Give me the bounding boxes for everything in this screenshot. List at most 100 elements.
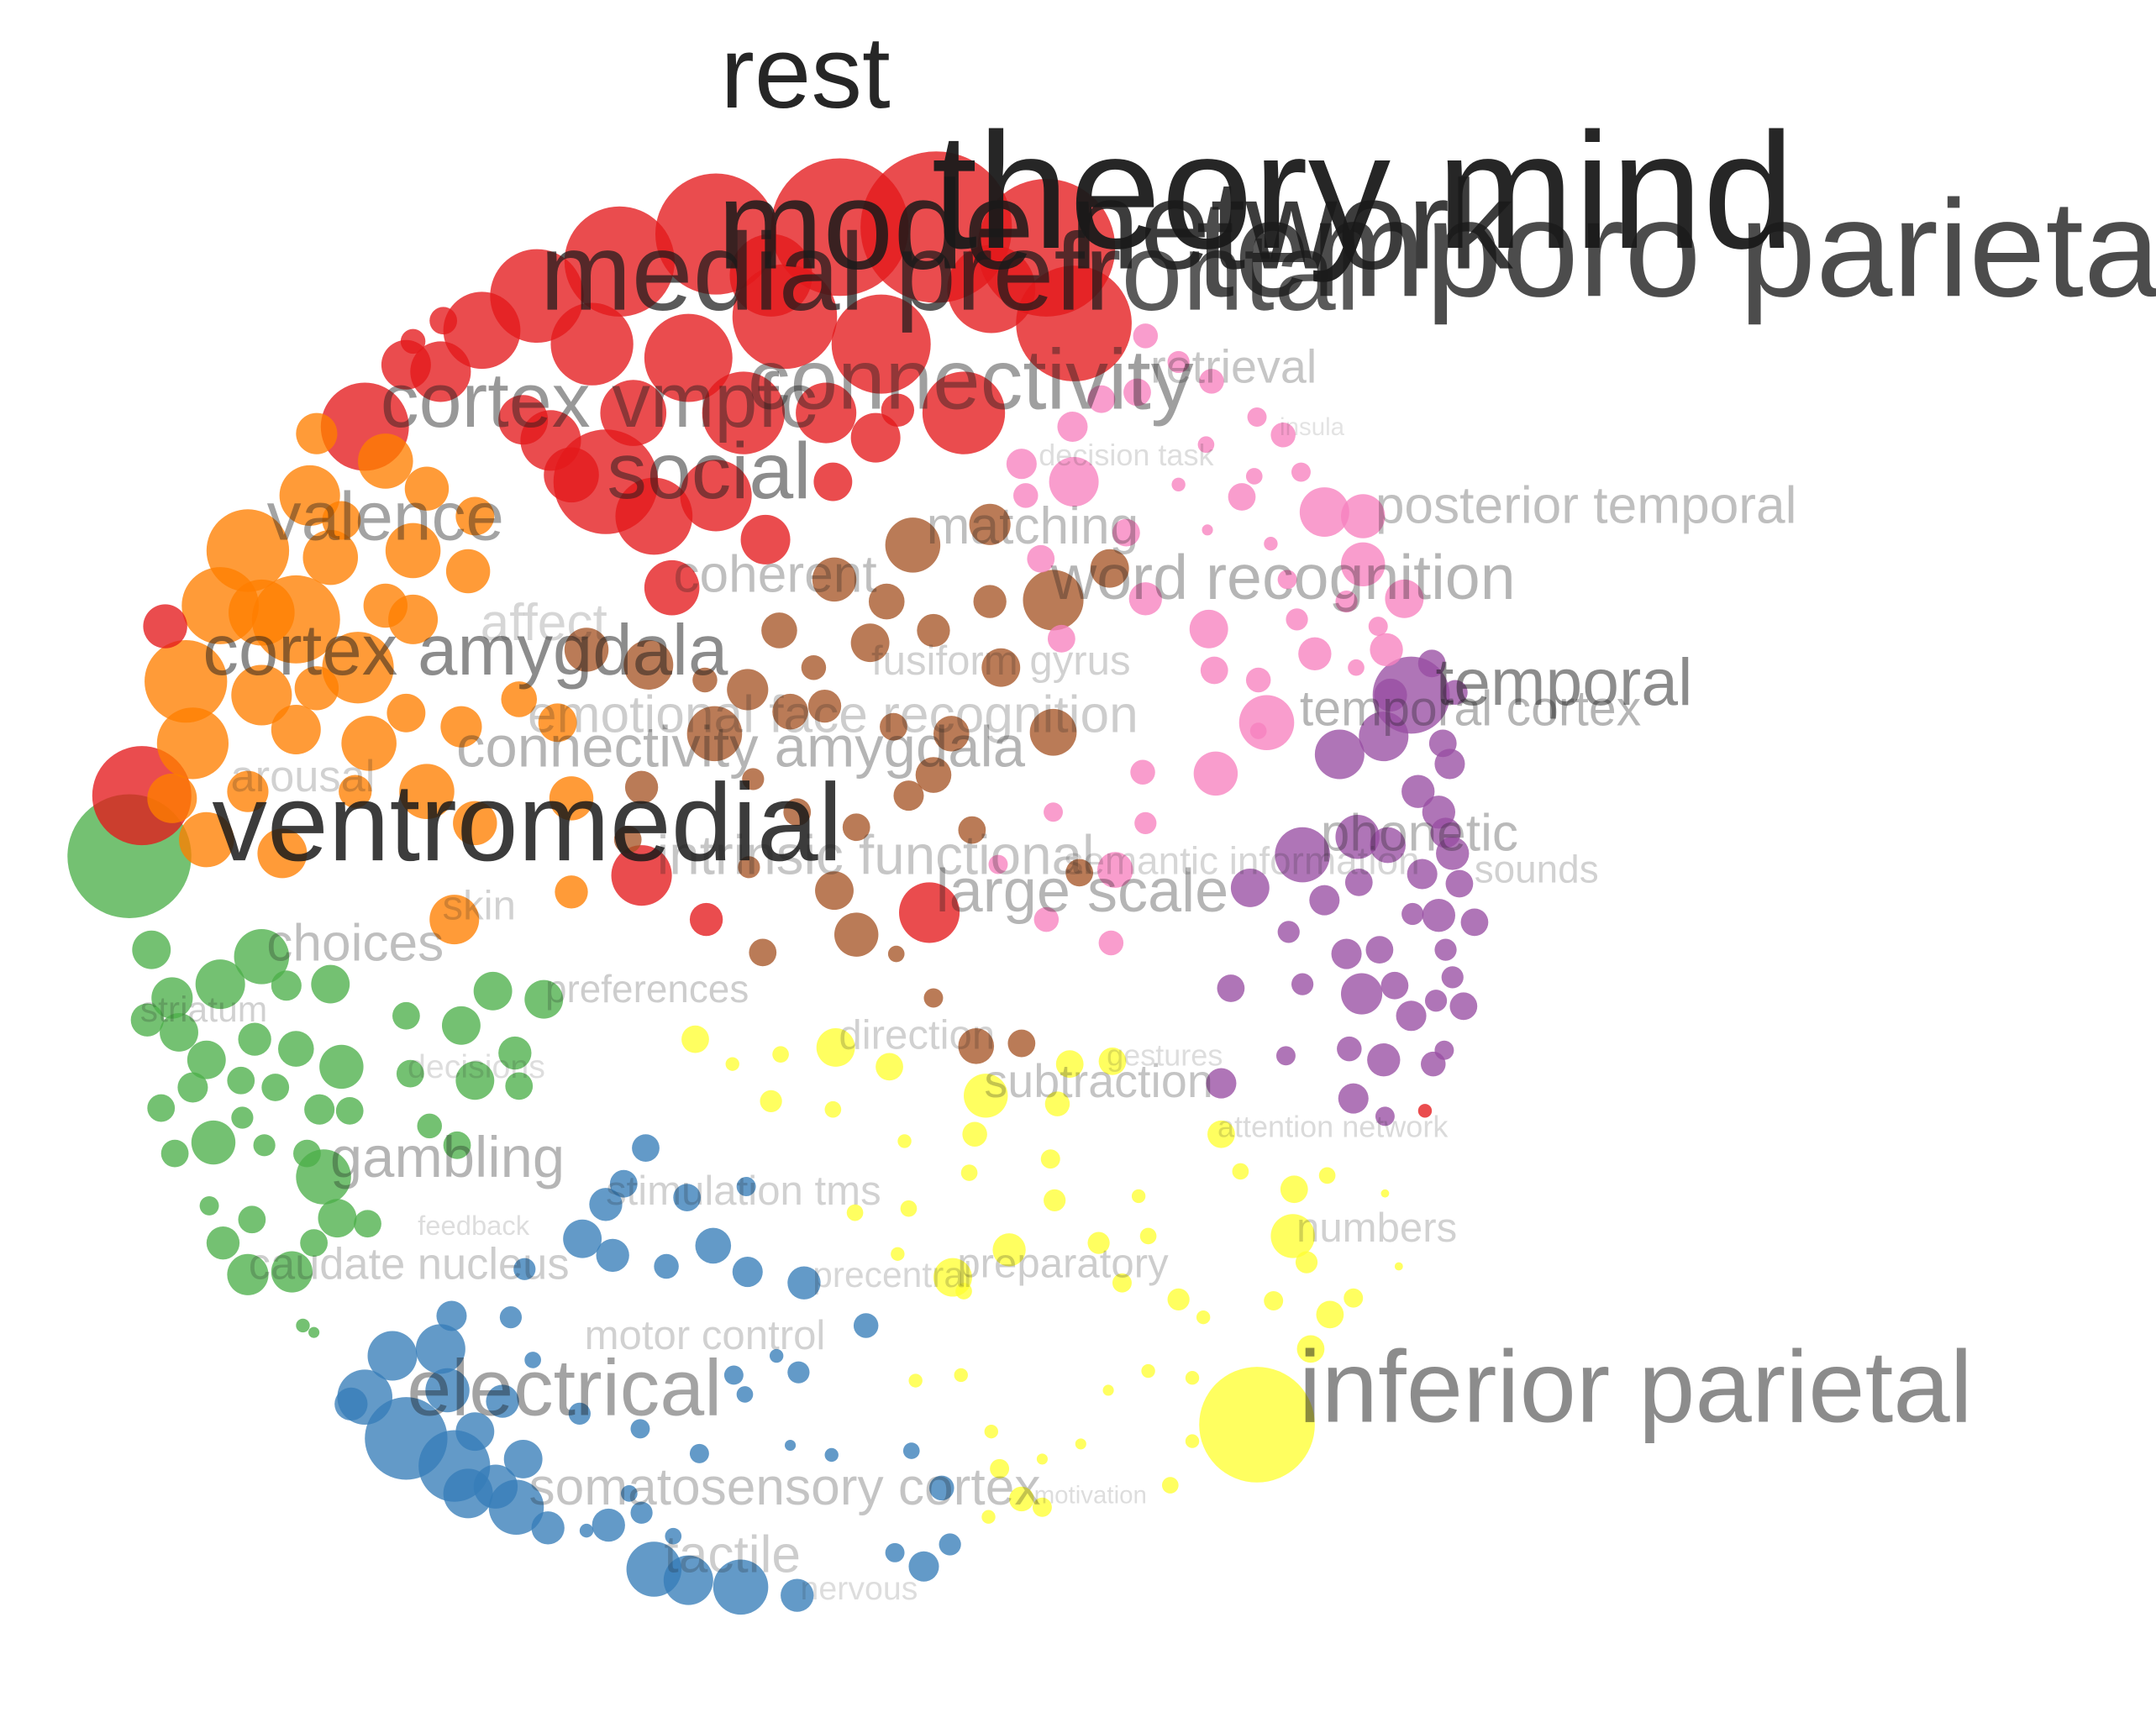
bubble-yellow xyxy=(1296,1335,1325,1363)
bubble-pink xyxy=(1335,590,1358,613)
bubble-orange xyxy=(302,529,359,586)
bubble-purple xyxy=(1430,817,1461,848)
bubble-pink xyxy=(1006,449,1037,480)
bubble-pink xyxy=(1200,656,1228,685)
bubble-blue xyxy=(781,1578,814,1612)
bubble-green xyxy=(455,1061,495,1100)
bubble-brown xyxy=(887,945,905,963)
bubble-blue xyxy=(568,1402,591,1425)
term-label: preferences xyxy=(545,967,749,1011)
bubble-red xyxy=(947,244,1036,333)
bubble-blue xyxy=(334,1387,368,1421)
term-label: skin xyxy=(443,884,516,929)
bubble-green xyxy=(311,964,350,1004)
bubble-green xyxy=(417,1113,442,1139)
bubble-red xyxy=(729,234,812,317)
bubble-blue xyxy=(665,1527,682,1545)
bubble-brown xyxy=(1090,549,1129,588)
bubble-orange xyxy=(257,828,308,879)
bubble-purple xyxy=(1309,885,1340,916)
bubble-blue xyxy=(824,1447,839,1463)
bubble-green xyxy=(227,1066,255,1095)
term-label: precentral xyxy=(812,1255,971,1295)
bubble-pink xyxy=(1264,537,1278,551)
bubble-pink xyxy=(1013,483,1039,508)
bubble-green xyxy=(151,977,193,1019)
bubble-green xyxy=(160,1013,198,1052)
bubble-green xyxy=(231,1106,254,1129)
bubble-yellow xyxy=(954,1368,968,1383)
bubble-brown xyxy=(812,557,857,602)
bubble-green xyxy=(396,1059,424,1088)
bubble-yellow xyxy=(990,1458,1010,1478)
bubble-blue xyxy=(787,1266,821,1300)
term-label: electrical xyxy=(407,1343,722,1432)
bubble-pink xyxy=(1247,407,1267,427)
bubble-yellow xyxy=(891,1247,905,1261)
bubble-pink xyxy=(1348,659,1365,676)
bubble-brown xyxy=(761,612,797,649)
bubble-brown xyxy=(801,654,827,680)
bubble-pink xyxy=(1249,722,1267,739)
bubble-yellow xyxy=(1344,1288,1364,1308)
bubble-green xyxy=(191,1120,236,1165)
bubble-yellow xyxy=(1280,1175,1308,1204)
bubble-yellow xyxy=(981,1510,996,1524)
bubble-yellow xyxy=(725,1057,739,1071)
bubble-purple xyxy=(1291,973,1314,995)
bubble-red xyxy=(498,395,549,445)
term-label: decisions xyxy=(408,1048,545,1085)
bubble-blue xyxy=(689,1443,709,1463)
bubble-green xyxy=(187,1040,226,1079)
bubble-red xyxy=(550,302,634,386)
term-label: choices xyxy=(266,915,444,973)
bubble-pink xyxy=(1189,609,1228,649)
bubble-blue xyxy=(531,1511,565,1545)
bubble-yellow xyxy=(1295,1251,1318,1273)
bubble-pink xyxy=(1299,487,1349,538)
bubble-blue xyxy=(902,1442,920,1459)
term-label: caudate nucleus xyxy=(249,1240,570,1289)
bubble-brown xyxy=(833,912,879,957)
bubble-orange xyxy=(341,716,397,771)
bubble-purple xyxy=(1335,815,1380,859)
bubble-purple xyxy=(1449,992,1478,1021)
bubble-red xyxy=(740,514,791,565)
bubble-purple xyxy=(1407,859,1438,890)
bubble-orange xyxy=(440,706,482,748)
bubble-blue xyxy=(929,1475,954,1501)
bubble-yellow xyxy=(1167,1288,1190,1310)
term-label: attention network xyxy=(1217,1109,1449,1143)
bubble-pink xyxy=(1202,524,1213,536)
bubble-purple xyxy=(1359,712,1409,762)
bubble-blue xyxy=(908,1551,939,1582)
bubble-brown xyxy=(917,613,950,648)
bubble-yellow xyxy=(1232,1163,1249,1180)
bubble-green xyxy=(238,1022,271,1056)
bubble-green xyxy=(304,1094,335,1125)
term-label: temporo parietal xyxy=(1196,171,2156,325)
bubble-yellow xyxy=(681,1025,709,1053)
bubble-pink xyxy=(1270,423,1296,448)
bubble-orange xyxy=(322,501,361,540)
term-label: arousal xyxy=(231,753,376,801)
bubble-purple xyxy=(1337,1036,1362,1062)
bubble-orange xyxy=(363,583,408,628)
bubble-green xyxy=(253,1134,276,1157)
bubble-red xyxy=(1016,265,1132,381)
bubble-brown xyxy=(915,757,952,793)
bubble-purple xyxy=(1275,1046,1296,1066)
bubble-yellow xyxy=(1055,1050,1084,1079)
bubble-red xyxy=(831,294,931,394)
bubble-purple xyxy=(1401,902,1424,926)
term-label: motivation xyxy=(1034,1481,1147,1509)
bubble-purple xyxy=(1422,899,1456,932)
bubble-brown xyxy=(564,628,609,672)
bubble-yellow xyxy=(1318,1167,1336,1184)
bubble-red xyxy=(564,206,675,317)
bubble-brown xyxy=(783,798,812,827)
bubble-brown xyxy=(623,639,674,690)
bubble-brown xyxy=(893,780,924,811)
bubble-yellow xyxy=(900,1200,918,1217)
